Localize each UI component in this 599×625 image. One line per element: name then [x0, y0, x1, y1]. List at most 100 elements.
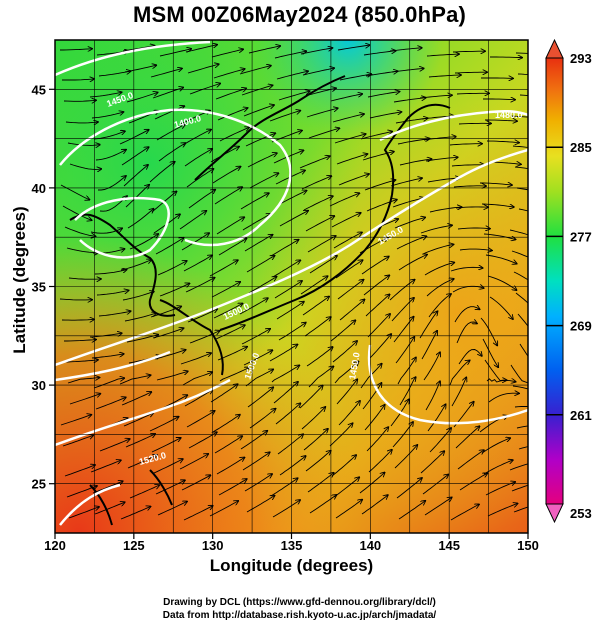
streamline: [159, 283, 189, 297]
chart-title: MSM 00Z06May2024 (850.0hPa): [132, 2, 467, 27]
streamline: [93, 378, 124, 389]
streamline: [513, 271, 528, 281]
streamline: [126, 93, 158, 103]
streamline: [149, 417, 179, 432]
streamline: [95, 150, 126, 161]
streamline: [94, 502, 125, 515]
streamline: [64, 465, 95, 477]
streamline: [339, 299, 365, 321]
streamline: [338, 174, 369, 186]
streamline: [367, 314, 390, 338]
streamline: [65, 122, 98, 123]
credit-drawing: Drawing by DCL (https://www.gfd-dennou.o…: [163, 597, 436, 608]
streamline: [331, 455, 356, 477]
streamline: [129, 485, 159, 499]
streamline: [69, 394, 100, 405]
streamline: [339, 74, 371, 81]
streamline: [363, 275, 389, 296]
streamline: [64, 340, 96, 342]
streamline: [456, 322, 477, 344]
streamline: [309, 256, 337, 274]
streamline: [309, 495, 336, 514]
streamline: [242, 214, 271, 231]
streamline: [368, 450, 392, 473]
streamline: [64, 226, 96, 236]
streamline: [277, 434, 303, 455]
streamline: [391, 298, 414, 322]
colorbar-tick-label: 253: [570, 506, 592, 521]
streamline: [428, 294, 451, 318]
streamline: [514, 405, 528, 408]
streamline: [332, 341, 357, 363]
streamline: [124, 65, 156, 73]
streamline: [245, 369, 273, 387]
streamline: [67, 378, 99, 384]
lat-lon-grid: [54, 39, 529, 533]
streamline: [306, 108, 338, 118]
streamline: [218, 239, 246, 256]
streamline: [517, 313, 528, 327]
streamline: [452, 51, 485, 52]
streamline: [425, 157, 458, 162]
streamline: [397, 358, 416, 385]
streamline: [279, 211, 308, 227]
streamline: [66, 247, 99, 253]
streamline: [301, 176, 331, 190]
streamline: [366, 427, 388, 452]
streamline: [427, 178, 460, 183]
streamline: [486, 379, 516, 382]
contour-label: 1480.0: [495, 110, 523, 120]
streamline: [241, 85, 273, 96]
streamline: [99, 439, 130, 452]
streamline: [215, 325, 245, 340]
streamline: [429, 207, 462, 213]
streamline: [68, 507, 99, 519]
colorbar-gradient: [545, 57, 564, 505]
streamline: [188, 190, 215, 209]
streamline: [308, 366, 333, 388]
streamline: [240, 193, 269, 210]
streamline: [185, 45, 217, 53]
streamline: [186, 411, 215, 428]
streamline: [449, 144, 482, 145]
streamline: [453, 186, 486, 187]
streamline: [335, 500, 362, 519]
y-tick-label: 25: [32, 477, 46, 492]
streamline: [426, 54, 459, 56]
x-tick-label: 145: [438, 538, 460, 553]
streamline: [187, 64, 219, 74]
streamline: [248, 277, 277, 294]
x-tick-label: 150: [517, 538, 539, 553]
streamline: [481, 438, 510, 454]
streamline: [300, 276, 328, 295]
height-contours: [55, 40, 528, 526]
streamline: [449, 360, 470, 386]
streamline: [273, 382, 298, 404]
streamline: [302, 68, 334, 76]
streamline: [278, 323, 306, 341]
streamline: [451, 377, 466, 407]
streamline: [270, 478, 298, 497]
streamline: [277, 191, 307, 206]
streamline: [61, 319, 94, 320]
colorbar-max-triangle: [545, 38, 564, 59]
streamline: [333, 477, 359, 498]
streamline: [119, 130, 149, 145]
streamline: [184, 390, 213, 407]
streamline: [519, 343, 528, 357]
streamline: [515, 52, 528, 54]
streamline: [154, 106, 184, 120]
streamline: [179, 454, 208, 470]
streamline: [181, 475, 210, 491]
streamline: [69, 163, 101, 169]
streamline: [300, 48, 332, 55]
streamline: [275, 403, 300, 425]
streamline: [123, 413, 153, 427]
colorbar-tick-label: 277: [570, 229, 592, 244]
streamline: [308, 128, 339, 139]
streamline: [276, 302, 304, 320]
streamline: [389, 48, 422, 52]
streamline: [329, 193, 359, 207]
streamline: [239, 66, 271, 75]
streamline: [180, 353, 211, 365]
